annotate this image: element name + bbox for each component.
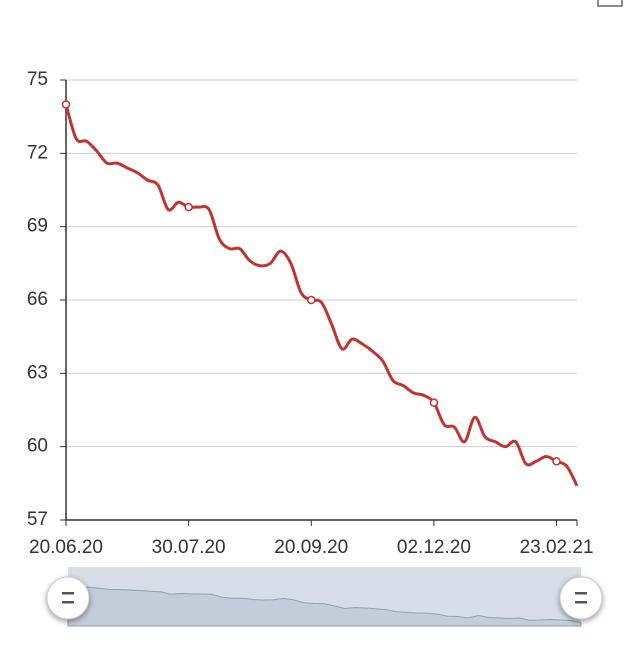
zoom-handle[interactable] — [559, 576, 603, 620]
zoom-handle-grip — [62, 601, 74, 604]
point — [429, 398, 439, 407]
zoom-handle-knob — [46, 576, 90, 620]
x-tick-label: 20.09.20 — [274, 537, 348, 558]
zoom-handle-grip — [62, 592, 74, 595]
point — [184, 202, 193, 212]
zoom-handle-knob — [559, 576, 603, 620]
y-tick-label: 60 — [27, 436, 48, 457]
zoom-handle-grip — [575, 601, 587, 604]
x-tick-label: 20.06.20 — [29, 537, 103, 558]
zoom-handle[interactable] — [46, 576, 90, 620]
y-tick-label: 69 — [27, 216, 48, 237]
y-tick-label: 57 — [27, 509, 48, 530]
x-tick-label: 23.02.21 — [520, 537, 594, 558]
zoom-handle-grip — [575, 592, 587, 595]
toolbox-icon[interactable] — [597, 0, 623, 7]
zoom-preview — [67, 582, 582, 627]
point — [307, 295, 316, 305]
y-tick-label: 72 — [27, 142, 48, 163]
line — [64, 104, 579, 487]
y-tick-label: 75 — [27, 69, 48, 90]
x-tick-label: 02.12.20 — [397, 537, 471, 558]
y-tick-label: 66 — [27, 289, 48, 310]
point — [61, 100, 71, 109]
x-tick-label: 30.07.20 — [152, 537, 226, 558]
point — [552, 457, 561, 466]
y-tick-label: 63 — [27, 362, 48, 383]
